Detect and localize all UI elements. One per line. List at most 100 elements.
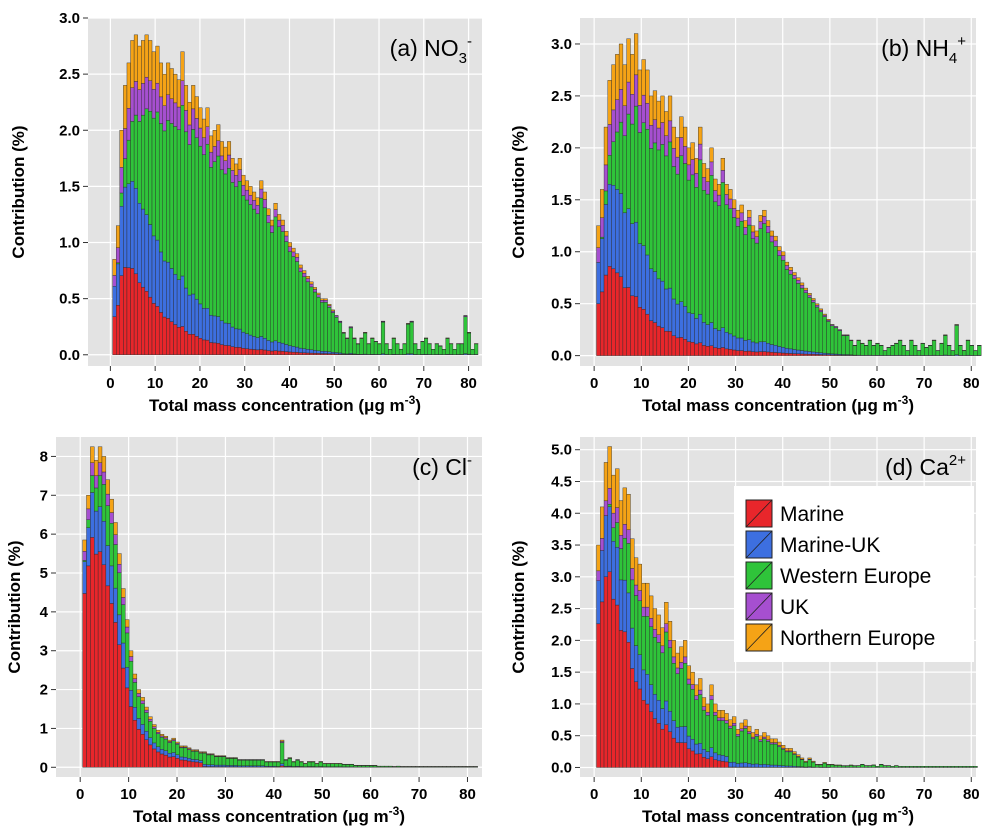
bar-segment-uk bbox=[702, 177, 706, 190]
bar-segment-marine-uk bbox=[698, 743, 702, 753]
bar-segment-western-europe bbox=[328, 307, 332, 351]
bar-segment-marine-uk bbox=[164, 751, 168, 755]
bar-segment-marine-uk bbox=[222, 765, 226, 767]
bar-segment-northern-europe bbox=[638, 70, 642, 105]
bar-segment-western-europe bbox=[755, 736, 759, 764]
bar-segment-northern-europe bbox=[770, 739, 774, 743]
bar-segment-marine bbox=[123, 267, 127, 354]
bar-segment-marine bbox=[202, 340, 206, 355]
bar-segment-northern-europe bbox=[184, 85, 188, 110]
bar-segment-uk bbox=[657, 635, 661, 643]
bar-segment-northern-europe bbox=[785, 748, 789, 750]
bar-segment-western-europe bbox=[267, 223, 271, 341]
bar-segment-western-europe bbox=[406, 324, 410, 354]
bar-segment-western-europe bbox=[683, 663, 687, 726]
bar-segment-western-europe bbox=[471, 349, 475, 354]
bar-segment-uk bbox=[679, 662, 683, 668]
bar-segment-uk bbox=[661, 123, 665, 145]
bar-segment-marine bbox=[131, 268, 135, 354]
bar-segment-marine-uk bbox=[252, 336, 256, 349]
bar-segment-western-europe bbox=[195, 138, 199, 299]
bar-segment-northern-europe bbox=[679, 647, 683, 663]
bar-segment-western-europe bbox=[284, 760, 288, 766]
bar-segment-western-europe bbox=[86, 520, 90, 528]
bar-segment-marine bbox=[152, 303, 156, 354]
bar-segment-marine bbox=[627, 287, 631, 355]
bar-segment-uk bbox=[83, 551, 87, 560]
bar-segment-western-europe bbox=[808, 760, 812, 767]
bar-segment-marine-uk bbox=[216, 317, 220, 344]
bar-segment-marine-uk bbox=[649, 685, 653, 712]
bar-segment-marine bbox=[184, 331, 188, 354]
bar-segment-northern-europe bbox=[627, 494, 631, 530]
bar-segment-marine-uk bbox=[702, 749, 706, 757]
bar-segment-northern-europe bbox=[695, 158, 699, 173]
bar-segment-marine bbox=[188, 334, 192, 355]
bar-segment-western-europe bbox=[770, 744, 774, 765]
bar-segment-northern-europe bbox=[604, 462, 608, 500]
bar-segment-western-europe bbox=[431, 349, 435, 354]
bar-segment-marine-uk bbox=[313, 350, 317, 353]
bar-segment-northern-europe bbox=[324, 299, 328, 300]
bar-segment-northern-europe bbox=[630, 539, 634, 569]
bar-segment-western-europe bbox=[234, 187, 238, 329]
bar-segment-western-europe bbox=[121, 605, 125, 643]
bar-segment-western-europe bbox=[713, 715, 717, 753]
bar-segment-northern-europe bbox=[320, 299, 324, 301]
bar-segment-western-europe bbox=[706, 715, 710, 751]
bar-segment-western-europe bbox=[238, 760, 242, 766]
bar-segment-western-europe bbox=[174, 127, 178, 275]
bar-segment-western-europe bbox=[796, 283, 800, 350]
bar-segment-western-europe bbox=[303, 764, 307, 767]
bar-segment-western-europe bbox=[313, 292, 317, 350]
bar-segment-northern-europe bbox=[328, 304, 332, 305]
bar-segment-uk bbox=[106, 494, 110, 506]
bar-segment-western-europe bbox=[819, 312, 823, 353]
bar-segment-northern-europe bbox=[123, 85, 127, 128]
bar-segment-marine-uk bbox=[630, 628, 634, 668]
bar-segment-northern-europe bbox=[721, 710, 725, 717]
bar-segment-northern-europe bbox=[172, 738, 176, 739]
bar-segment-marine bbox=[642, 309, 646, 355]
bar-segment-northern-europe bbox=[206, 108, 210, 127]
bar-segment-western-europe bbox=[456, 344, 460, 355]
bar-segment-uk bbox=[191, 109, 195, 130]
y-tick-label: 2.5 bbox=[551, 601, 572, 618]
y-tick-label: 6 bbox=[40, 526, 48, 543]
bar-segment-marine bbox=[163, 317, 167, 355]
bar-segment-uk bbox=[672, 148, 676, 166]
bar-segment-western-europe bbox=[751, 239, 755, 342]
bar-segment-marine bbox=[209, 343, 213, 355]
bar-segment-marine bbox=[183, 760, 187, 767]
bar-segment-western-europe bbox=[619, 122, 623, 193]
bar-segment-marine bbox=[619, 630, 623, 767]
bar-segment-northern-europe bbox=[177, 80, 181, 107]
bar-segment-western-europe bbox=[129, 661, 133, 690]
bar-segment-uk bbox=[227, 155, 231, 168]
bar-segment-marine bbox=[747, 351, 751, 356]
bar-segment-uk bbox=[249, 195, 253, 204]
bar-segment-uk bbox=[646, 103, 650, 129]
bar-segment-marine-uk bbox=[661, 709, 665, 730]
bar-segment-northern-europe bbox=[623, 65, 627, 106]
bar-segment-marine-uk bbox=[762, 764, 766, 767]
bar-segment-marine-uk bbox=[646, 674, 650, 704]
bar-segment-western-europe bbox=[646, 129, 650, 255]
bar-segment-northern-europe bbox=[642, 583, 646, 607]
bar-segment-western-europe bbox=[306, 282, 310, 349]
bar-segment-northern-europe bbox=[691, 672, 695, 684]
bar-segment-marine bbox=[83, 593, 87, 767]
bar-segment-marine bbox=[657, 723, 661, 767]
bar-segment-northern-europe bbox=[98, 447, 102, 463]
bar-segment-northern-europe bbox=[127, 63, 131, 108]
bar-segment-marine-uk bbox=[145, 215, 149, 292]
bar-segment-uk bbox=[676, 668, 680, 674]
bar-segment-western-europe bbox=[166, 120, 170, 262]
bar-segment-uk bbox=[781, 256, 785, 261]
bar-segment-uk bbox=[736, 218, 740, 226]
bar-segment-northern-europe bbox=[159, 63, 163, 97]
bar-segment-northern-europe bbox=[770, 231, 774, 236]
bar-segment-uk bbox=[302, 273, 306, 276]
bar-segment-western-europe bbox=[125, 633, 129, 667]
bar-segment-northern-europe bbox=[156, 46, 160, 83]
